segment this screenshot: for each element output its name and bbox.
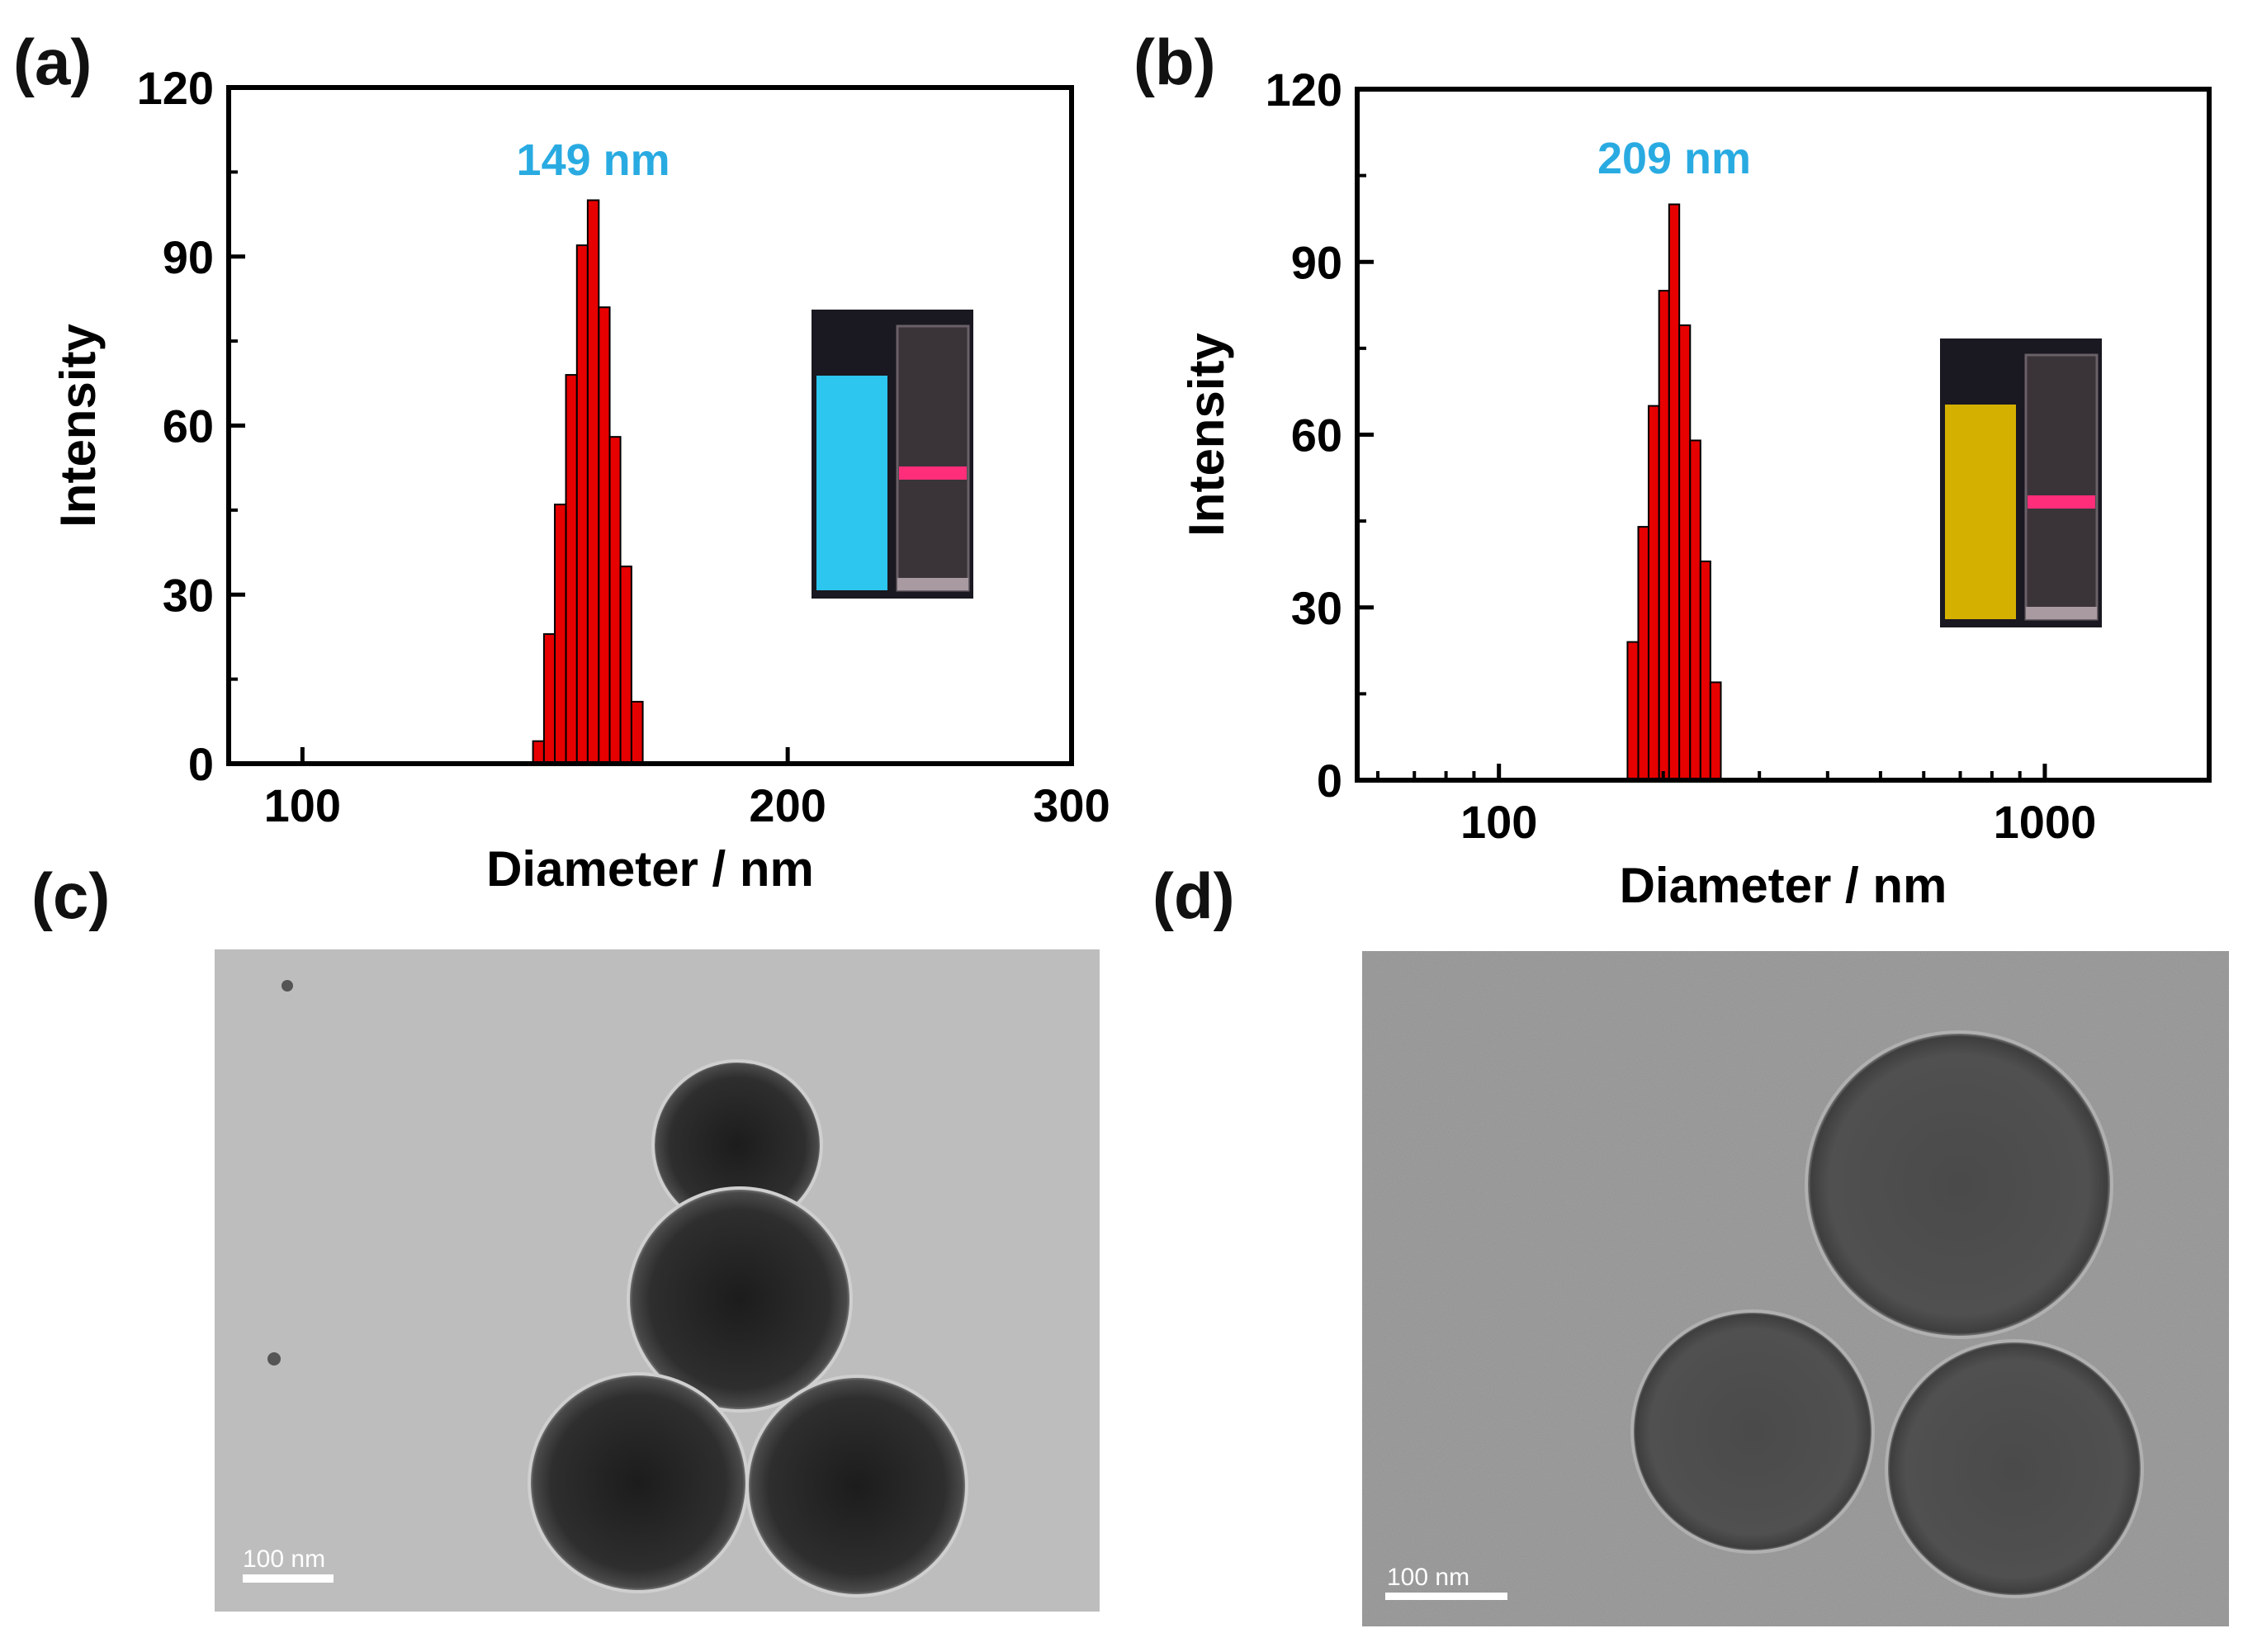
histogram-bar (598, 306, 611, 764)
particle (1630, 1309, 1875, 1554)
inset-left-cuvette (1945, 405, 2016, 619)
histogram-bar (575, 244, 589, 765)
y-axis-label: Intensity (1179, 333, 1234, 537)
inset-pink-band (2028, 495, 2095, 509)
scale-bar-label: 100 nm (1387, 1564, 1469, 1591)
histogram-bar (1709, 681, 1722, 781)
y-tick-label: 120 (1266, 64, 1342, 116)
inset-pink-band (899, 466, 967, 480)
particle (1805, 1030, 2113, 1339)
inset-right-cuvette (2024, 353, 2099, 621)
histogram-bar (565, 374, 578, 764)
x-axis-label: Diameter / nm (486, 841, 814, 897)
x-tick-label: 200 (749, 779, 826, 831)
x-tick-label: 1000 (1994, 796, 2097, 848)
y-tick-label: 120 (137, 62, 214, 114)
y-tick-label: 30 (1291, 582, 1342, 634)
histogram-bar (1699, 560, 1711, 781)
chart-a: 0 30 60 90 120 100 200 300 Diameter / nm Intensit… (50, 62, 1110, 897)
histogram-bar (542, 633, 556, 765)
y-tick-label: 90 (163, 231, 214, 283)
x-tick-label: 300 (1033, 779, 1110, 831)
y-tick-label: 90 (1291, 236, 1342, 288)
panel-label-a: (a) (13, 26, 92, 98)
particle (745, 1375, 968, 1598)
y-axis-label: Intensity (50, 324, 106, 528)
inset-cuvette-photo (1940, 338, 2102, 627)
chart-b: 0 30 60 90 120 100 1000 Diameter / nm Intensity 2… (1179, 64, 2212, 908)
x-axis-label: Diameter / nm (1620, 858, 1947, 908)
particle (627, 1186, 853, 1413)
peak-annotation: 209 nm (1597, 134, 1751, 183)
tem-image-d: 100 nm (1362, 951, 2229, 1626)
particle (1885, 1339, 2144, 1598)
y-tick-label: 60 (163, 400, 214, 452)
peak-annotation: 149 nm (517, 135, 670, 185)
x-tick-label: 100 (264, 779, 341, 831)
x-tick-label: 100 (1460, 796, 1537, 848)
y-tick-label: 60 (1291, 409, 1342, 462)
panel-label-c: (c) (31, 859, 111, 932)
histogram-bar (630, 700, 644, 764)
tem-image-c: 100 nm (215, 949, 1100, 1612)
inset-left-cuvette (816, 376, 887, 590)
panel-label-b: (b) (1133, 26, 1216, 98)
histogram-bar (532, 740, 545, 765)
histogram-bar (586, 199, 600, 764)
histogram-bar (1668, 203, 1681, 781)
histogram-bar (1626, 641, 1640, 781)
histogram-bar (1637, 526, 1649, 781)
inset-right-cuvette (896, 324, 970, 592)
inset-cuvette-photo (812, 310, 973, 599)
histogram-bar (1689, 439, 1701, 781)
inset-cuvette-base (897, 578, 968, 590)
scale-bar-label: 100 nm (243, 1545, 325, 1573)
panel-label-d: (d) (1152, 859, 1235, 932)
inset-cuvette-base (2026, 607, 2097, 619)
histogram-bar (1647, 405, 1660, 781)
histogram-bar (1678, 324, 1692, 782)
scale-bar (1385, 1593, 1507, 1600)
y-tick-label: 0 (1317, 755, 1342, 807)
scale-bar (243, 1574, 334, 1583)
y-tick-label: 30 (163, 569, 214, 621)
particle (528, 1372, 749, 1593)
histogram-bar (619, 566, 632, 764)
y-tick-label: 0 (188, 738, 214, 790)
histogram-bar (608, 436, 622, 765)
histogram-bar (554, 504, 567, 764)
histogram-bar (1658, 290, 1670, 781)
